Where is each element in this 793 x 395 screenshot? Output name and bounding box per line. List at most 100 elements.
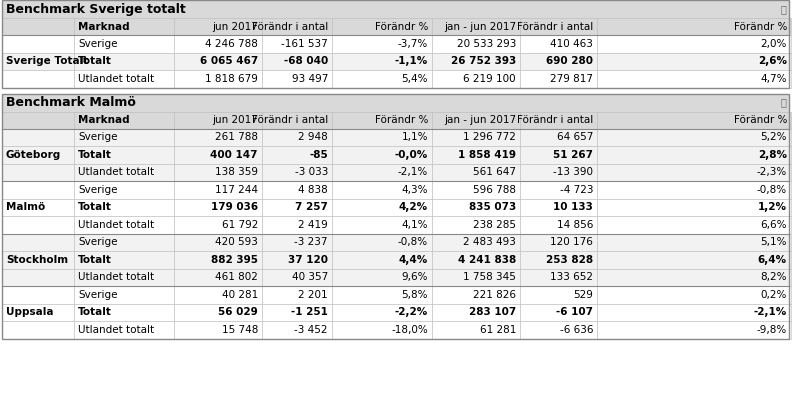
Bar [74, 199, 174, 216]
Bar [74, 128, 174, 146]
Bar [432, 199, 520, 216]
Bar [520, 146, 597, 164]
Bar [2, 321, 74, 339]
Bar [332, 111, 432, 128]
Bar [174, 53, 262, 70]
Text: 221 826: 221 826 [473, 290, 516, 300]
Text: -9,8%: -9,8% [757, 325, 787, 335]
Bar [432, 35, 520, 53]
Text: 410 463: 410 463 [550, 39, 593, 49]
Bar [597, 303, 791, 321]
Bar [74, 303, 174, 321]
Bar [2, 94, 789, 111]
Text: 6,4%: 6,4% [758, 255, 787, 265]
Text: -3 237: -3 237 [294, 237, 328, 247]
Text: Totalt: Totalt [78, 150, 112, 160]
Text: 1,1%: 1,1% [401, 132, 428, 142]
Bar [174, 70, 262, 88]
Bar [2, 286, 74, 303]
Text: -18,0%: -18,0% [391, 325, 428, 335]
Bar [597, 128, 791, 146]
Bar [2, 181, 74, 199]
Text: -68 040: -68 040 [284, 56, 328, 66]
Bar [74, 18, 174, 35]
Bar [597, 233, 791, 251]
Text: Sverige: Sverige [78, 237, 117, 247]
Bar [332, 35, 432, 53]
Text: -3,7%: -3,7% [398, 39, 428, 49]
Text: 1 296 772: 1 296 772 [463, 132, 516, 142]
Text: 420 593: 420 593 [215, 237, 258, 247]
Text: Sverige Totalt: Sverige Totalt [6, 56, 88, 66]
Text: 40 281: 40 281 [222, 290, 258, 300]
Text: 1,2%: 1,2% [758, 202, 787, 212]
Bar [520, 181, 597, 199]
Text: 2 483 493: 2 483 493 [463, 237, 516, 247]
Text: 5,2%: 5,2% [760, 132, 787, 142]
Text: 2 201: 2 201 [298, 290, 328, 300]
Text: 283 107: 283 107 [469, 307, 516, 317]
Text: jan - jun 2017: jan - jun 2017 [444, 21, 516, 32]
Text: Sverige: Sverige [78, 185, 117, 195]
Bar [262, 111, 332, 128]
Bar [520, 303, 597, 321]
Text: Utlandet totalt: Utlandet totalt [78, 272, 154, 282]
Text: 2 948: 2 948 [298, 132, 328, 142]
Bar [174, 164, 262, 181]
Bar [74, 164, 174, 181]
Text: 5,4%: 5,4% [401, 74, 428, 84]
Text: 4 241 838: 4 241 838 [458, 255, 516, 265]
Text: Utlandet totalt: Utlandet totalt [78, 325, 154, 335]
Bar [74, 181, 174, 199]
Bar [332, 128, 432, 146]
Bar [597, 53, 791, 70]
Text: Marknad: Marknad [78, 115, 129, 125]
Bar [520, 53, 597, 70]
Bar [2, 199, 74, 216]
Bar [174, 251, 262, 269]
Bar [520, 321, 597, 339]
Bar [332, 53, 432, 70]
Text: -2,2%: -2,2% [395, 307, 428, 317]
Text: 0,2%: 0,2% [760, 290, 787, 300]
Text: jun 2017: jun 2017 [212, 21, 258, 32]
Text: 561 647: 561 647 [473, 167, 516, 177]
Bar [520, 199, 597, 216]
Text: Förändr i antal: Förändr i antal [251, 115, 328, 125]
Text: Förändr i antal: Förändr i antal [517, 21, 593, 32]
Bar [262, 286, 332, 303]
Text: 6 219 100: 6 219 100 [463, 74, 516, 84]
Bar [2, 251, 74, 269]
Text: 2,0%: 2,0% [760, 39, 787, 49]
Bar [597, 286, 791, 303]
Bar [262, 146, 332, 164]
Text: 1 858 419: 1 858 419 [458, 150, 516, 160]
Text: Förändr i antal: Förändr i antal [517, 115, 593, 125]
Bar [74, 70, 174, 88]
Text: -3 452: -3 452 [294, 325, 328, 335]
Bar [174, 181, 262, 199]
Text: 261 788: 261 788 [215, 132, 258, 142]
Bar [432, 128, 520, 146]
Text: 253 828: 253 828 [546, 255, 593, 265]
Text: 2,8%: 2,8% [758, 150, 787, 160]
Bar [2, 233, 74, 251]
Bar [262, 35, 332, 53]
Bar [432, 18, 520, 35]
Bar [597, 199, 791, 216]
Text: -161 537: -161 537 [282, 39, 328, 49]
Text: 2,6%: 2,6% [758, 56, 787, 66]
Bar [174, 35, 262, 53]
Bar [262, 70, 332, 88]
Bar [332, 251, 432, 269]
Bar [74, 111, 174, 128]
Bar [262, 269, 332, 286]
Text: 61 792: 61 792 [221, 220, 258, 230]
Text: Totalt: Totalt [78, 202, 112, 212]
Bar [432, 233, 520, 251]
Bar [2, 128, 74, 146]
Text: 279 817: 279 817 [550, 74, 593, 84]
Text: jan - jun 2017: jan - jun 2017 [444, 115, 516, 125]
Bar [332, 269, 432, 286]
Text: Marknad: Marknad [78, 21, 129, 32]
